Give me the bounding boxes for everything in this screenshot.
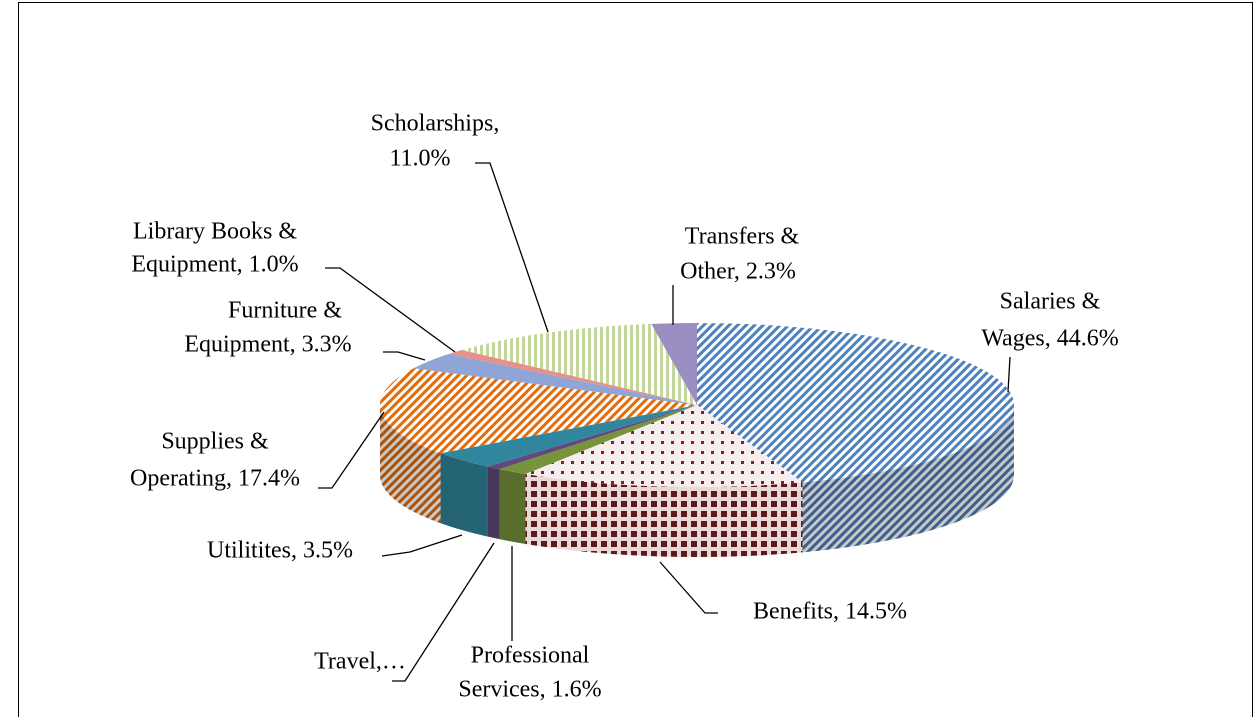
data-label: Salaries & (1000, 289, 1101, 315)
leader-line (1007, 356, 1011, 393)
pie-slice (448, 350, 697, 405)
data-label: Professional (471, 643, 590, 669)
pie-slice (651, 323, 697, 405)
data-label: Supplies & (161, 429, 269, 455)
data-label: Furniture & (228, 298, 342, 324)
data-label: Scholarships, (371, 111, 500, 137)
pie-slice (413, 353, 697, 405)
data-label: Services, 1.6% (458, 677, 601, 703)
pie-sides (380, 405, 1014, 557)
data-label: Wages, 44.6% (981, 326, 1118, 352)
pie-slice (440, 405, 697, 467)
leader-line (475, 162, 549, 333)
leader-line (318, 411, 385, 489)
pie-slice-side (487, 466, 500, 540)
pie-slice (499, 405, 697, 474)
data-label: Equipment, 3.3% (184, 332, 351, 358)
data-labels: Salaries & Wages, 44.6% Benefits, 14.5% Pro… (130, 111, 1119, 703)
leader-line (325, 267, 456, 353)
pie-slice-side (499, 469, 526, 544)
data-label: Operating, 17.4% (130, 466, 300, 492)
data-label: Equipment, 1.0% (131, 252, 298, 278)
data-label: Benefits, 14.5% (753, 599, 907, 625)
leader-line (383, 351, 426, 361)
pie-slice-side (802, 405, 1014, 553)
pie-slice (487, 405, 697, 470)
data-label: Library Books & (133, 219, 297, 245)
leader-line (381, 534, 463, 557)
data-label: Transfers & (685, 224, 800, 250)
data-label: Travel,… (314, 649, 406, 675)
data-label: Utilitites, 3.5% (207, 538, 353, 564)
pie-slice-side (525, 473, 803, 557)
pie-slice (525, 405, 803, 487)
pie-slice (697, 323, 1015, 483)
pie-tops (380, 323, 1015, 487)
pie-slice (380, 368, 697, 454)
pie-slice-side (440, 453, 488, 537)
pie-slice (461, 323, 697, 405)
data-label: Other, 2.3% (680, 259, 796, 285)
pie-slice-side (380, 405, 441, 524)
leader-line (659, 561, 718, 614)
leader-line (392, 542, 495, 682)
data-label: 11.0% (389, 146, 450, 172)
